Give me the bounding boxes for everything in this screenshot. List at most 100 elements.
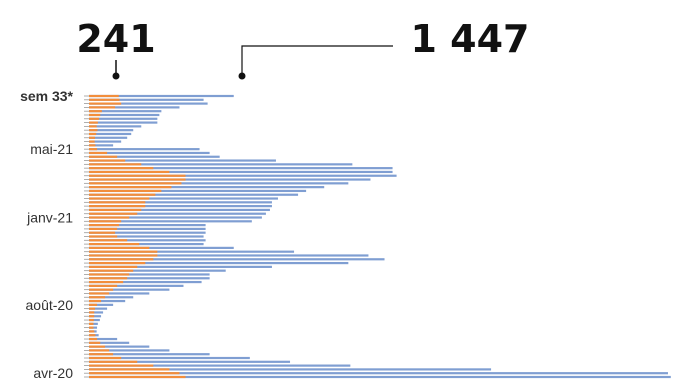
annotations: 241 1 447 (76, 17, 530, 80)
y-tick-label: avr-20 (33, 365, 73, 381)
blue-bar (89, 163, 353, 166)
blue-bar (89, 220, 252, 223)
blue-bar (89, 349, 170, 352)
orange-bar (89, 212, 138, 215)
callout-dot-1447 (238, 72, 246, 80)
blue-bar (89, 136, 128, 139)
orange-bar (89, 311, 95, 314)
orange-bar (89, 94, 119, 98)
orange-bar (89, 227, 118, 231)
blue-bar (89, 235, 204, 238)
orange-bar (89, 144, 96, 147)
blue-bar (89, 353, 210, 356)
orange-bar (89, 129, 98, 132)
blue-bar (89, 178, 371, 181)
orange-bar (89, 224, 120, 227)
orange-bar (89, 273, 130, 276)
blue-bar (89, 129, 134, 132)
blue-bar (89, 250, 295, 253)
orange-bar (89, 102, 122, 105)
blue-bar (89, 292, 150, 295)
orange-bar (89, 220, 122, 223)
orange-bar (89, 315, 95, 318)
orange-bar (89, 121, 98, 124)
orange-bar (89, 186, 172, 189)
orange-bar (89, 307, 96, 310)
orange-bar (89, 254, 158, 257)
blue-bar (89, 239, 206, 242)
blue-bar (89, 186, 325, 189)
blue-series (89, 94, 671, 379)
orange-bar (89, 250, 158, 253)
y-tick-label: sem 33* (20, 88, 73, 104)
blue-bar (89, 174, 397, 177)
blue-bar (89, 159, 276, 162)
blue-bar (89, 113, 160, 117)
blue-bar (89, 273, 210, 276)
orange-bar (89, 299, 102, 303)
orange-bar (89, 330, 95, 333)
orange-bar (89, 341, 101, 344)
orange-bar (89, 242, 140, 246)
orange-bar (89, 132, 97, 136)
blue-bar (89, 110, 162, 113)
orange-bar (89, 174, 186, 177)
blue-bar (89, 307, 108, 310)
blue-bar (89, 303, 114, 306)
blue-bar (89, 167, 393, 170)
orange-bar (89, 277, 128, 280)
blue-bar (89, 140, 122, 143)
orange-bar (89, 148, 98, 151)
orange-bar (89, 239, 128, 242)
blue-bar (89, 280, 202, 284)
blue-bar (89, 216, 262, 219)
orange-bar (89, 216, 130, 219)
blue-bar (89, 258, 385, 261)
orange-bar (89, 337, 98, 341)
blue-bar (89, 360, 291, 363)
orange-bar (89, 360, 138, 363)
blue-bar (89, 121, 158, 124)
blue-bar (89, 98, 204, 101)
orange-bar (89, 197, 150, 200)
orange-bar (89, 296, 106, 299)
blue-bar (89, 148, 200, 151)
orange-bar (89, 140, 95, 143)
orange-bar (89, 189, 162, 193)
blue-bar (89, 265, 272, 268)
blue-bar (89, 182, 349, 185)
orange-bar (89, 193, 156, 196)
blue-bar (89, 117, 158, 120)
orange-bar (89, 178, 186, 181)
blue-bar (89, 375, 671, 379)
annotation-1447: 1 447 (411, 17, 530, 61)
orange-bar (89, 182, 182, 185)
blue-bar (89, 364, 351, 367)
y-tick-label: août-20 (26, 297, 74, 313)
orange-bar (89, 280, 124, 284)
blue-bar (89, 368, 492, 371)
blue-bar (89, 261, 349, 265)
blue-bar (89, 197, 278, 200)
orange-bar (89, 368, 170, 371)
blue-bar (89, 94, 234, 98)
blue-bar (89, 151, 210, 155)
orange-bar (89, 98, 120, 101)
orange-bar (89, 372, 180, 375)
blue-bar (89, 208, 270, 212)
blue-bar (89, 269, 226, 272)
orange-bar (89, 208, 142, 212)
blue-bar (89, 372, 668, 375)
blue-bar (89, 337, 118, 341)
blue-bar (89, 189, 307, 193)
orange-series (89, 94, 186, 379)
orange-bar (89, 364, 154, 367)
orange-bar (89, 231, 116, 234)
blue-bar (89, 296, 134, 299)
blue-bar (89, 318, 100, 322)
orange-bar (89, 170, 170, 174)
tick-marks (84, 95, 89, 378)
y-tick-label: janv-21 (26, 210, 73, 226)
orange-bar (89, 106, 116, 109)
